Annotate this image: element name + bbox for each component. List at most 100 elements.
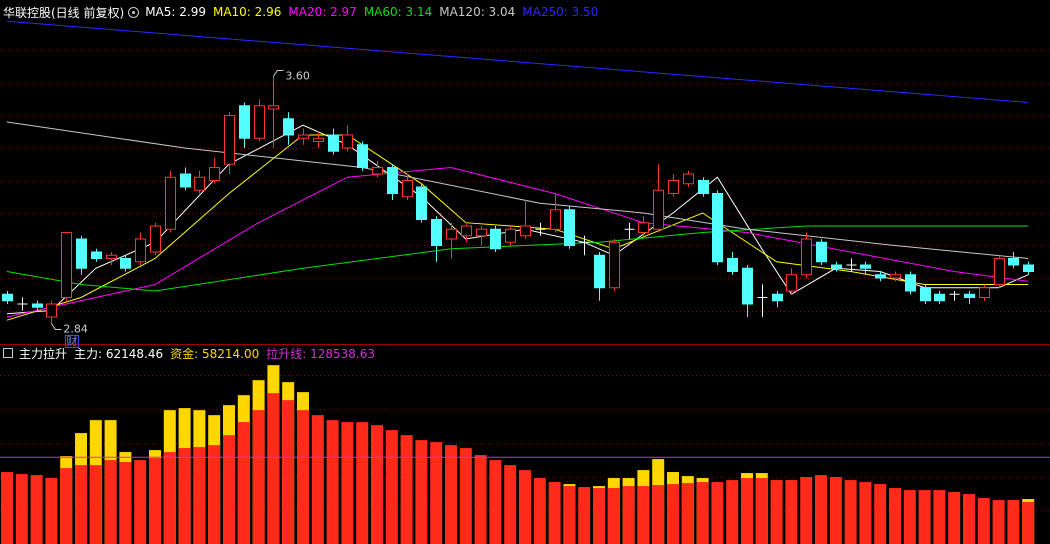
candle-body <box>668 180 679 194</box>
bar <box>134 460 147 544</box>
legend-entry: MA60: 3.14 <box>363 5 433 19</box>
ma-line <box>6 20 1029 103</box>
bar <box>800 477 813 544</box>
ma-line <box>6 121 1029 259</box>
bar <box>696 482 709 544</box>
min-note: 财 <box>66 334 77 348</box>
bar <box>519 470 531 544</box>
max-label: 3.60 <box>285 70 310 83</box>
candle-body <box>476 228 487 237</box>
candle-body <box>964 293 975 298</box>
indicator-icon[interactable] <box>3 348 13 358</box>
bar <box>311 415 324 544</box>
bar <box>237 422 250 544</box>
bar <box>282 400 295 544</box>
candle-body <box>786 274 797 292</box>
candle-body <box>712 193 723 263</box>
note-box <box>64 335 79 348</box>
candle-body <box>905 274 916 292</box>
bar <box>652 485 665 544</box>
bar <box>474 455 487 544</box>
candle-body <box>698 180 709 194</box>
dropdown-icon[interactable] <box>128 6 140 18</box>
bar <box>918 490 931 544</box>
candle-body <box>490 228 501 250</box>
bar <box>637 486 650 544</box>
candle-body <box>564 209 575 246</box>
bar <box>726 480 739 544</box>
candle-body <box>283 118 294 136</box>
candle-body <box>61 232 72 298</box>
bar <box>30 475 43 544</box>
bar <box>859 482 872 544</box>
bar <box>607 488 620 544</box>
candle-body <box>831 264 842 269</box>
bar <box>963 494 975 544</box>
candle-body <box>135 238 146 263</box>
legend-entry: MA5: 2.99 <box>145 5 206 19</box>
bar <box>223 435 235 544</box>
bar <box>681 483 694 544</box>
bar <box>356 422 369 544</box>
candle-body <box>91 251 102 259</box>
bar <box>1007 500 1020 544</box>
candle-body <box>150 225 161 253</box>
legend-entry: 拉升线: 128538.63 <box>266 346 376 361</box>
bar <box>829 477 842 544</box>
candle-body <box>505 228 516 243</box>
bar <box>400 435 413 544</box>
candle-body <box>594 254 605 289</box>
ma-line <box>6 134 1029 321</box>
candle-body <box>979 287 990 298</box>
bar <box>815 475 827 544</box>
indicator-title: 主力拉升 <box>19 346 68 361</box>
bar <box>385 430 398 544</box>
chart-title: 华联控股(日线 前复权) <box>3 5 125 20</box>
candle-body <box>461 225 472 237</box>
candle-body <box>106 254 117 259</box>
candle-body <box>224 115 235 165</box>
candle-body <box>165 176 176 230</box>
candle-body <box>194 176 205 191</box>
bar <box>548 482 561 544</box>
bar <box>563 486 576 544</box>
bar <box>1022 502 1035 544</box>
bar <box>193 447 206 544</box>
candle-body <box>1008 258 1019 266</box>
candle-body <box>860 264 871 269</box>
candle-body <box>328 134 339 152</box>
candle-body <box>920 287 931 302</box>
candle-body <box>402 180 413 198</box>
bar <box>711 482 724 544</box>
candle-body <box>342 134 353 149</box>
candle-body <box>254 105 265 139</box>
bar <box>667 484 679 544</box>
candle-body <box>209 167 220 181</box>
candle-body <box>609 241 620 289</box>
bar <box>933 490 946 544</box>
bar <box>533 478 546 544</box>
candle-body <box>239 105 250 139</box>
bar <box>75 465 87 544</box>
candle-body <box>934 293 945 302</box>
candle-body <box>772 293 783 302</box>
candle-body <box>446 228 457 240</box>
bar <box>104 460 117 544</box>
bar <box>889 488 901 544</box>
bar <box>622 486 635 544</box>
candle-body <box>313 137 324 142</box>
ma-line <box>6 166 1029 318</box>
bar <box>326 420 339 544</box>
candle-body <box>994 258 1005 285</box>
candle-body <box>46 303 57 318</box>
legend-entry: MA20: 2.97 <box>288 5 357 19</box>
bar <box>992 500 1005 544</box>
bar <box>371 425 383 544</box>
indicator-header: 主力拉升 主力: 62148.46 资金: 58214.00 拉升线: 128538.… <box>3 345 382 361</box>
bar <box>430 442 443 544</box>
bar <box>459 448 472 544</box>
candle-body <box>431 219 442 246</box>
candle-body <box>387 167 398 194</box>
